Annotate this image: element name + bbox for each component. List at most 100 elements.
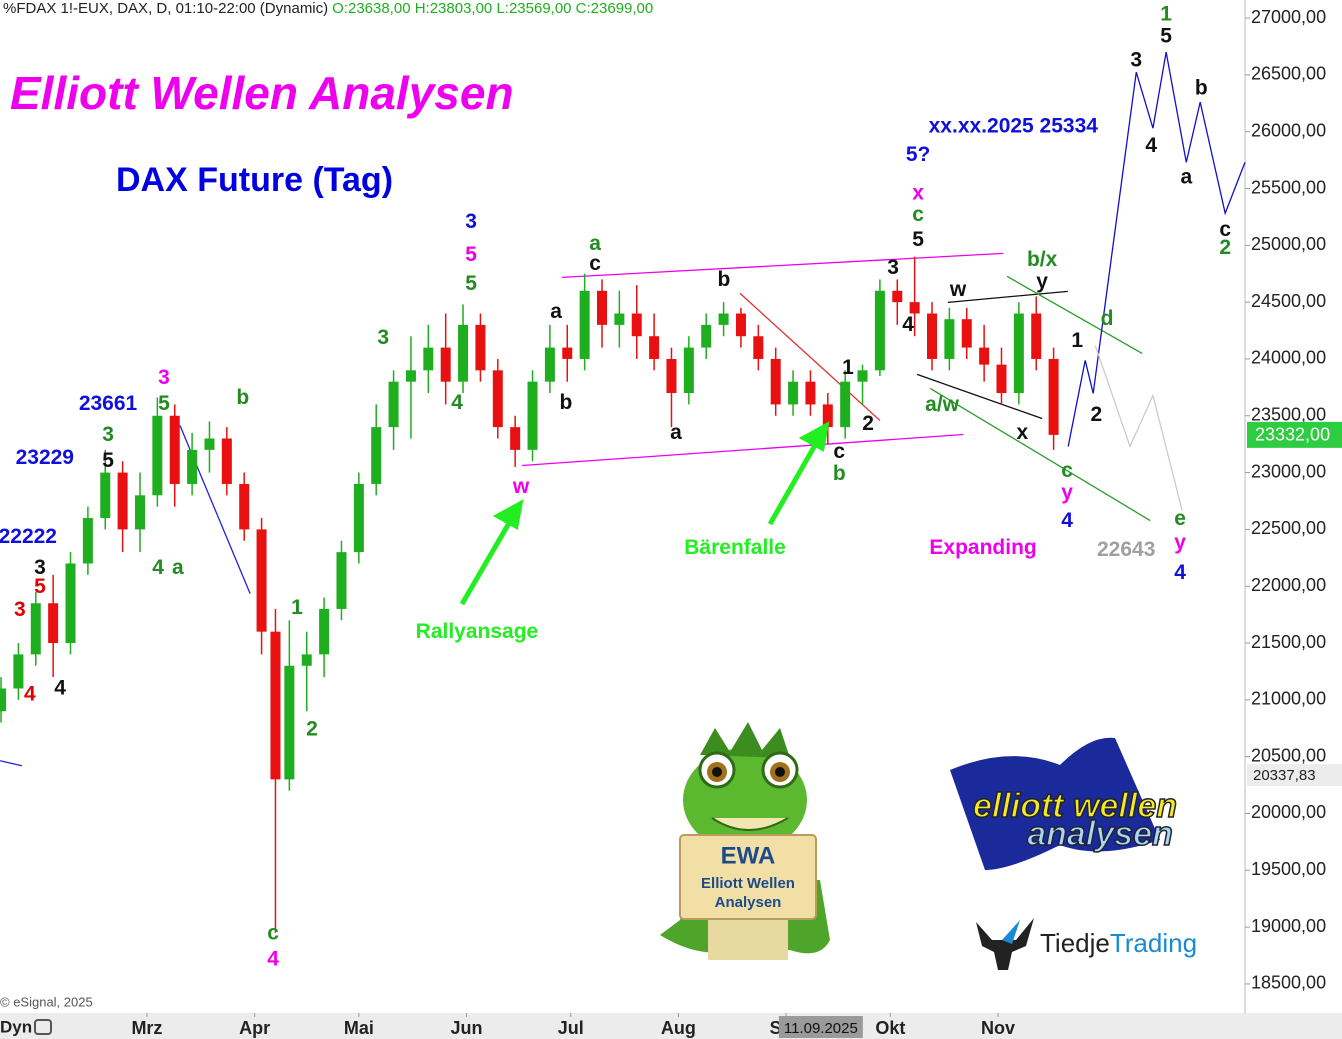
- candle-body: [822, 404, 833, 428]
- x-tick-label: Okt: [875, 1018, 905, 1038]
- candle-body: [631, 313, 642, 337]
- mascot-line: Analysen: [715, 894, 782, 911]
- candle-body: [284, 665, 295, 780]
- ewa-logo: elliott wellen analysen: [950, 737, 1178, 870]
- wave-label: b: [718, 268, 731, 291]
- trend-line: [562, 252, 1004, 279]
- candle-body: [927, 313, 938, 359]
- wave-label: 4: [267, 947, 279, 970]
- wave-label: 4: [451, 391, 463, 414]
- candle-body: [100, 472, 111, 519]
- candle-body: [336, 552, 347, 609]
- toolbar-label[interactable]: Dyn: [0, 1017, 32, 1036]
- lock-icon[interactable]: [34, 1019, 52, 1035]
- wave-label: 4: [1174, 561, 1186, 584]
- wave-label: x: [1016, 421, 1028, 444]
- candle-body: [805, 381, 816, 405]
- trend-line: [916, 373, 1043, 420]
- trend-line: [0, 760, 23, 767]
- wave-label: 22643: [1097, 538, 1155, 561]
- wave-label: a: [1180, 166, 1192, 189]
- ewa-logo-line: elliott wellen: [973, 787, 1177, 825]
- wave-label: 3: [377, 326, 389, 349]
- candle-body: [961, 319, 972, 348]
- y-axis-panel: [1245, 0, 1342, 1013]
- y-tick-label: 26000,00: [1251, 120, 1326, 140]
- y-tick-label: 20000,00: [1251, 802, 1326, 822]
- candle-body: [319, 608, 330, 655]
- wave-label: 3: [14, 598, 26, 621]
- candle-body: [169, 415, 180, 484]
- candle-body: [405, 370, 416, 382]
- last-price-label: 23332,00: [1255, 425, 1330, 445]
- candle-body: [666, 358, 677, 394]
- candle-body: [770, 358, 781, 405]
- wave-label: a: [172, 556, 184, 579]
- tiedje-part: Trading: [1110, 928, 1197, 958]
- wave-label: y: [1174, 531, 1186, 554]
- candle-body: [909, 302, 920, 314]
- y-tick-label: 22000,00: [1251, 575, 1326, 595]
- tiedje-part: Tiedje: [1040, 928, 1110, 958]
- wave-label: 1: [291, 596, 303, 619]
- wave-label: 5: [102, 449, 114, 472]
- candle-body: [944, 319, 955, 359]
- trend-line: [739, 292, 881, 421]
- x-tick-label: Jun: [451, 1018, 483, 1038]
- candle-body: [753, 336, 764, 359]
- candle-body: [204, 438, 215, 450]
- candle-body: [117, 472, 128, 530]
- trend-line: [1067, 52, 1246, 447]
- wave-label: b: [559, 391, 572, 414]
- candle-body: [614, 313, 625, 325]
- y-tick-label: 21500,00: [1251, 632, 1326, 652]
- wave-label: 4: [54, 676, 66, 699]
- wave-label: 4: [1061, 509, 1073, 532]
- trend-line: [522, 433, 964, 467]
- candle-body: [979, 347, 990, 365]
- candle-body: [82, 518, 93, 564]
- candle-body: [423, 347, 434, 371]
- x-tick-label: Nov: [981, 1018, 1015, 1038]
- wave-label: 5: [912, 228, 924, 251]
- trend-line: [1094, 345, 1183, 511]
- wave-label: 2: [862, 412, 874, 435]
- x-tick-label: Mrz: [131, 1018, 162, 1038]
- candle-body: [371, 427, 382, 484]
- chart-title: Elliott Wellen Analysen: [10, 67, 514, 119]
- wave-label: e: [1174, 507, 1186, 530]
- candle-body: [256, 529, 267, 632]
- wave-label: c: [1219, 218, 1231, 241]
- arrow-head: [798, 421, 830, 452]
- candle-body: [458, 324, 469, 382]
- candle-body: [857, 370, 868, 382]
- candle-body: [475, 324, 486, 371]
- wave-label: x: [912, 182, 924, 205]
- wave-label: Expanding: [929, 536, 1036, 559]
- wave-label: y: [1061, 481, 1073, 504]
- candle-body: [388, 381, 399, 428]
- wave-label: 3: [887, 256, 899, 279]
- wave-label: 3: [34, 556, 46, 579]
- candle-body: [270, 631, 281, 780]
- y-tick-label: 19000,00: [1251, 916, 1326, 936]
- wave-label: 23229: [16, 446, 74, 469]
- mascot-title: EWA: [721, 842, 776, 869]
- candle-body: [996, 364, 1007, 394]
- last-price-box: [1247, 421, 1342, 448]
- wave-label: b: [1195, 77, 1208, 100]
- candle-body: [239, 483, 250, 530]
- candle-body: [1031, 313, 1042, 359]
- mascot-logo: EWA Elliott Wellen Analysen: [653, 722, 830, 960]
- y-tick-label: 24500,00: [1251, 291, 1326, 311]
- wave-label: c: [1061, 459, 1073, 482]
- wave-label: 5: [1160, 25, 1172, 48]
- y-tick-label: 18500,00: [1251, 973, 1326, 993]
- crosshair-y-label: 20337,83: [1253, 767, 1316, 784]
- y-tick-label: 22500,00: [1251, 518, 1326, 538]
- candle-body: [788, 381, 799, 405]
- wave-label: b: [833, 462, 846, 485]
- candle-body: [544, 347, 555, 382]
